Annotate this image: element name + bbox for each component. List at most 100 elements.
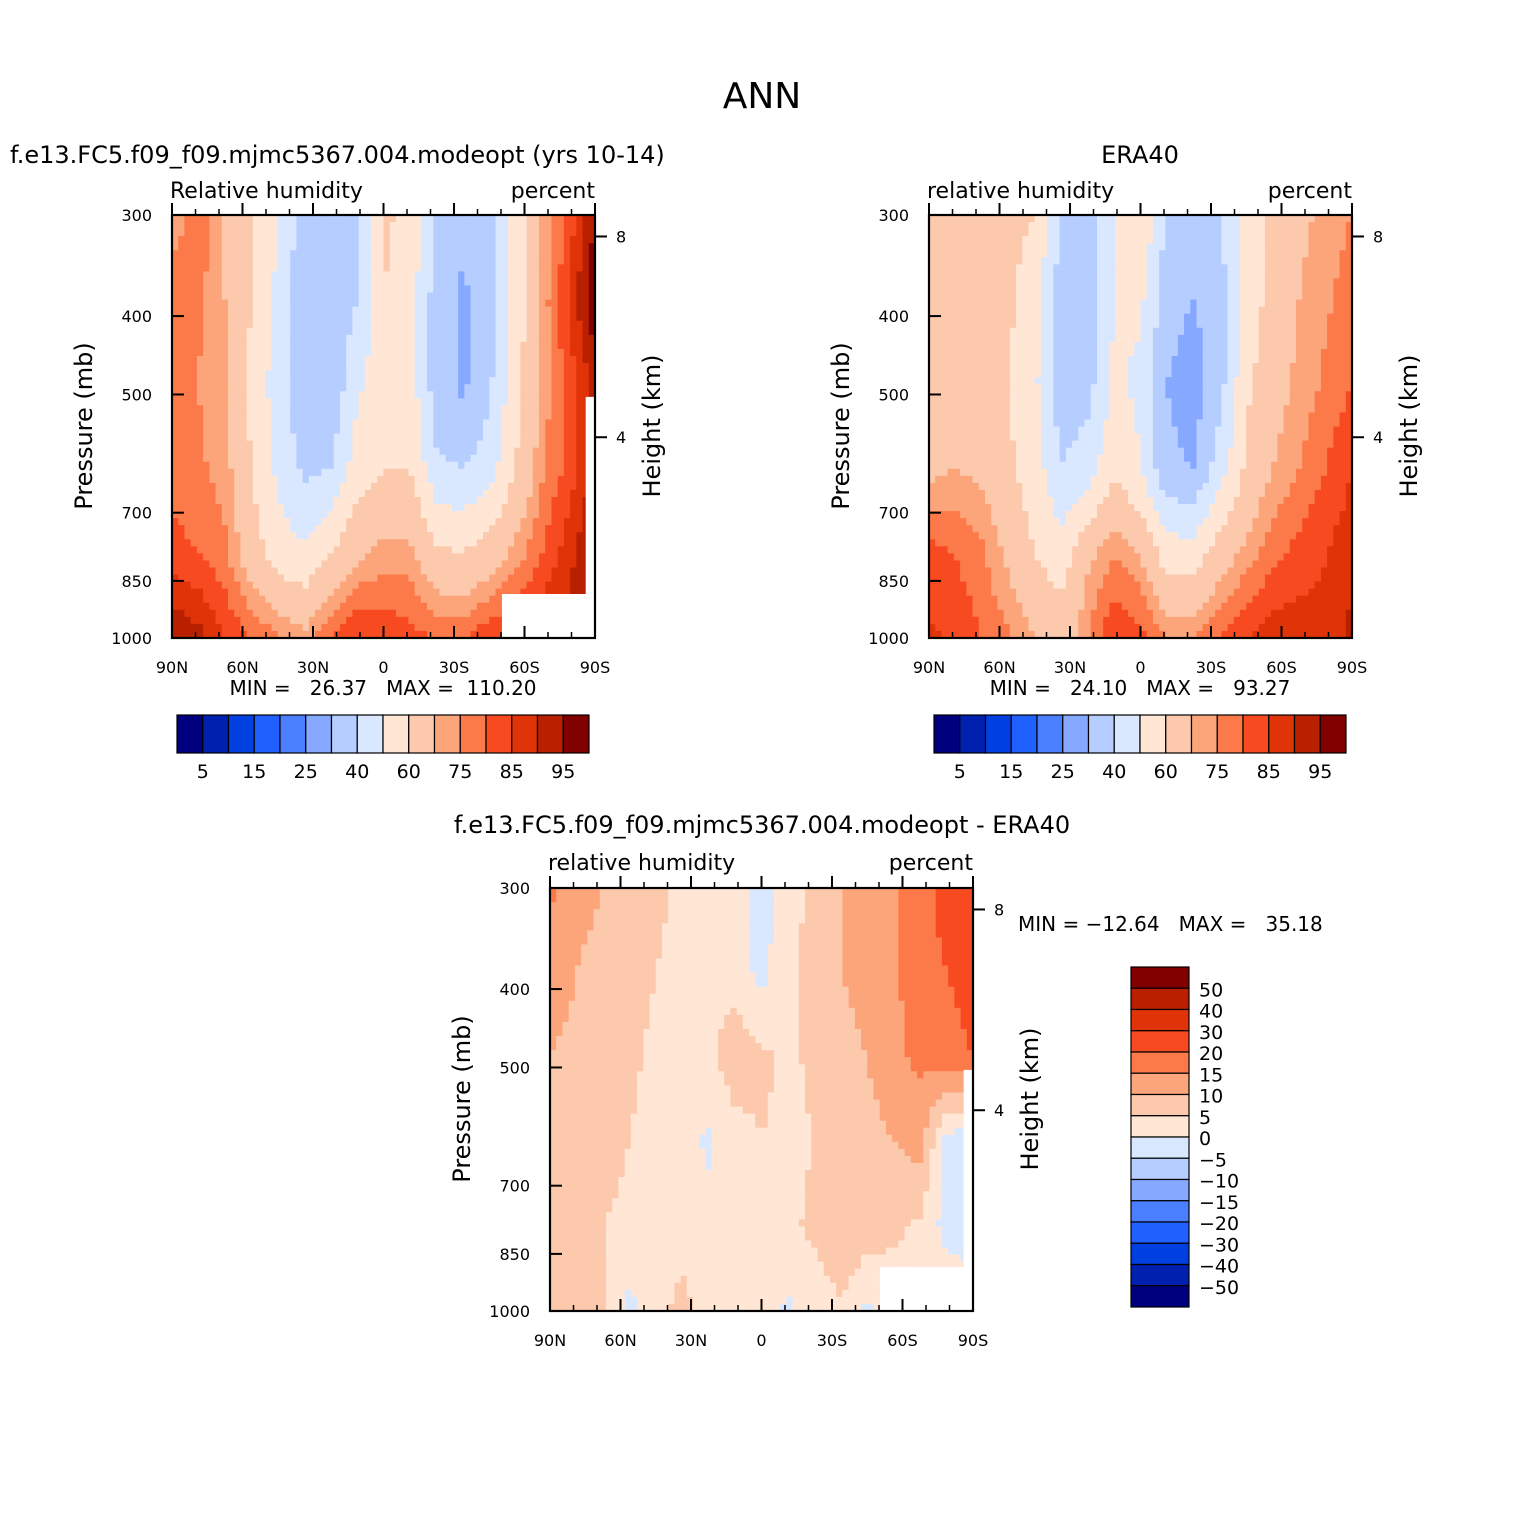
heatmap-cell (420, 504, 428, 512)
heatmap-cell (1159, 243, 1166, 251)
heatmap-cell (227, 292, 235, 301)
heatmap-cell (339, 468, 347, 477)
heatmap-cell (277, 475, 285, 484)
heatmap-cell (507, 356, 515, 364)
heatmap-cell (1190, 271, 1198, 280)
heatmap-cell (532, 327, 540, 336)
heatmap-cell (972, 292, 980, 301)
heatmap-cell (358, 370, 366, 378)
heatmap-cell (414, 511, 422, 519)
heatmap-cell (184, 560, 192, 569)
heatmap-cell (190, 489, 198, 498)
heatmap-cell (221, 482, 229, 491)
heatmap-cell (507, 553, 515, 562)
heatmap-cell (433, 299, 441, 308)
heatmap-cell (408, 391, 416, 399)
heatmap-cell (196, 334, 204, 343)
heatmap-cell (476, 433, 484, 442)
heatmap-cell (1277, 271, 1285, 280)
heatmap-cell (209, 412, 217, 421)
heatmap-cell (184, 475, 192, 484)
heatmap-cell (1047, 222, 1055, 230)
heatmap-cell (427, 356, 434, 364)
heatmap-cell (576, 320, 584, 329)
heatmap-cell (364, 285, 372, 294)
heatmap-cell (545, 327, 553, 336)
heatmap-cell (1233, 222, 1241, 230)
heatmap-cell (1196, 222, 1204, 230)
heatmap-cell (302, 412, 310, 421)
heatmap-cell (389, 539, 397, 547)
heatmap-cell (960, 264, 967, 272)
heatmap-cell (420, 384, 428, 392)
heatmap-cell (1065, 292, 1073, 301)
heatmap-cell (420, 320, 428, 329)
heatmap-cell (458, 609, 465, 618)
heatmap-cell (395, 250, 403, 258)
heatmap-cell (458, 222, 465, 230)
heatmap-cell (1339, 285, 1347, 294)
heatmap-cell (563, 539, 571, 547)
heatmap-cell (321, 299, 329, 308)
heatmap-cell (352, 215, 360, 223)
heatmap-cell (227, 363, 235, 371)
heatmap-cell (203, 588, 210, 597)
heatmap-cell (1109, 236, 1117, 244)
heatmap-cell (563, 518, 571, 526)
heatmap-cell (408, 489, 416, 498)
heatmap-cell (539, 412, 546, 421)
heatmap-cell (383, 292, 391, 301)
heatmap-cell (1109, 229, 1117, 237)
heatmap-cell (221, 348, 229, 357)
heatmap-cell (315, 377, 322, 385)
heatmap-cell (557, 285, 565, 294)
heatmap-cell (308, 405, 316, 413)
heatmap-cell (389, 588, 397, 597)
heatmap-cell (563, 334, 571, 343)
heatmap-cell (483, 257, 490, 265)
heatmap-cell (997, 292, 1005, 301)
heatmap-cell (427, 433, 434, 442)
heatmap-cell (364, 468, 372, 477)
heatmap-cell (395, 236, 403, 244)
heatmap-cell (576, 574, 584, 583)
heatmap-cell (190, 222, 198, 230)
heatmap-cell (178, 370, 186, 378)
heatmap-cell (1084, 236, 1092, 244)
heatmap-cell (551, 391, 559, 399)
heatmap-cell (302, 567, 310, 576)
heatmap-cell (582, 327, 590, 336)
heatmap-cell (576, 370, 584, 378)
heatmap-cell (470, 426, 478, 435)
heatmap-cell (1022, 215, 1030, 223)
heatmap-cell (966, 243, 974, 251)
heatmap-cell (439, 560, 447, 569)
heatmap-cell (464, 236, 472, 244)
heatmap-cell (327, 292, 335, 301)
heatmap-cell (240, 609, 248, 618)
heatmap-cell (420, 236, 428, 244)
heatmap-cell (520, 341, 528, 350)
heatmap-cell (277, 489, 285, 498)
heatmap-cell (246, 518, 254, 526)
heatmap-cell (532, 475, 540, 484)
heatmap-cell (196, 440, 204, 449)
heatmap-cell (483, 581, 490, 590)
heatmap-cell (1034, 278, 1042, 287)
heatmap-cell (215, 299, 223, 308)
heatmap-cell (576, 250, 584, 258)
heatmap-cell (414, 243, 422, 251)
heatmap-cell (408, 623, 416, 632)
heatmap-cell (389, 398, 397, 406)
heatmap-cell (327, 222, 335, 230)
heatmap-cell (321, 511, 329, 519)
heatmap-cell (290, 243, 298, 251)
heatmap-cell (507, 341, 515, 350)
heatmap-cell (545, 271, 553, 280)
heatmap-cell (489, 285, 497, 294)
heatmap-cell (1040, 215, 1048, 223)
heatmap-cell (464, 356, 472, 364)
heatmap-cell (252, 278, 260, 287)
heatmap-cell (526, 419, 534, 428)
heatmap-cell (190, 497, 198, 505)
